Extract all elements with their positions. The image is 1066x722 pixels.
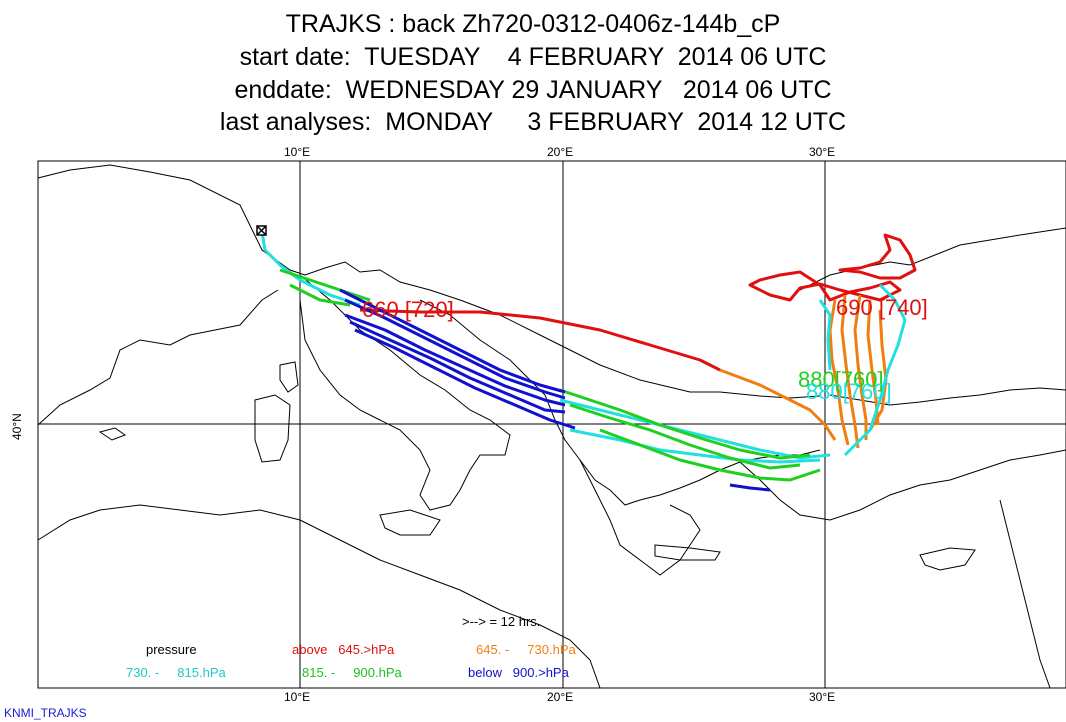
bottom-tick-30e: 30°E	[809, 690, 836, 704]
coastline-levant	[999, 499, 1051, 689]
map-label-overlap-cyan: 880[760]	[806, 379, 892, 404]
top-tick-30e: 30°E	[809, 145, 836, 159]
trajectories-815-900	[279, 268, 821, 482]
map-label-720: 660 [720]	[362, 297, 454, 322]
top-tick-10e: 10°E	[284, 145, 311, 159]
trajectory-cyan-5	[843, 283, 907, 457]
trajectory-blue-1	[339, 288, 566, 394]
bottom-tick-10e: 10°E	[284, 690, 311, 704]
map-grid	[37, 160, 1066, 689]
trajectory-orange-4	[853, 294, 868, 440]
trajectory-cyan-4	[818, 299, 832, 371]
coastline-crete	[654, 544, 721, 561]
coastline-europe-north	[37, 164, 821, 399]
legend-below: below 900.>hPa	[468, 665, 569, 680]
legend-730-815: 730. - 815.hPa	[126, 665, 226, 680]
coastline-black-sea-south	[829, 387, 1066, 406]
coastline-greece	[579, 459, 701, 576]
trajectory-green-2	[289, 283, 351, 307]
legend-pressure: pressure	[146, 642, 197, 657]
start-point-marker	[256, 225, 267, 236]
trajectory-blue-3	[344, 313, 566, 407]
coastlines	[37, 164, 1066, 689]
coastline-turkey	[739, 449, 1066, 521]
trajectories-below-900	[339, 288, 771, 492]
trajectory-orange-3	[840, 294, 860, 449]
coastline-iberia	[37, 289, 279, 426]
trajectory-blue-6	[729, 483, 771, 492]
title-line-2: start date: TUESDAY 4 FEBRUARY 2014 06 U…	[239, 43, 827, 71]
legend-arrow-note: >--> = 12 hrs.	[462, 614, 541, 629]
legend-815-900: 815. - 900.hPa	[302, 665, 402, 680]
coastline-black-sea	[799, 227, 1066, 291]
footer-credit: KNMI_TRAJKS	[4, 706, 87, 720]
trajectory-blue-2	[344, 298, 566, 400]
left-tick-40n: 40°N	[10, 413, 24, 440]
coastline-balearic	[98, 427, 127, 441]
trajectory-orange-2	[828, 299, 850, 446]
map-label-740: 690 [740]	[836, 295, 928, 320]
trajectory-green-3	[559, 388, 811, 460]
title-line-4: last analyses: MONDAY 3 FEBRUARY 2014 12…	[219, 108, 847, 136]
trajectory-orange-1	[719, 368, 837, 441]
trajectory-cyan-3	[569, 428, 821, 464]
legend-above: above 645.>hPa	[292, 642, 395, 657]
trajectory-red-1	[359, 308, 721, 372]
legend-645-730: 645. - 730.hPa	[476, 642, 576, 657]
bottom-tick-20e: 20°E	[547, 690, 574, 704]
trajectories-730-815	[260, 231, 907, 464]
trajectory-blue-4	[349, 320, 566, 414]
title-line-3: enddate: WEDNESDAY 29 JANUARY 2014 06 UT…	[234, 76, 832, 104]
coastline-cyprus	[919, 547, 976, 571]
trajectory-red-loop-2	[838, 233, 917, 280]
trajectory-blue-5	[354, 328, 576, 430]
trajectory-green-1	[279, 268, 371, 302]
coastline-sicily	[379, 509, 441, 536]
coastline-sardinia	[254, 394, 291, 463]
coastline-balkans	[419, 299, 821, 506]
title-line-1: TRAJKS : back Zh720-0312-0406z-144b_cP	[285, 10, 781, 38]
coastline-north-africa	[37, 504, 601, 689]
trajectory-green-5	[599, 428, 821, 482]
trajectory-green-4	[569, 403, 801, 470]
map-label-overlap-green: 880[760]	[798, 367, 884, 392]
coastline-italy	[299, 273, 511, 511]
top-tick-20e: 20°E	[547, 145, 574, 159]
coastline-corsica	[279, 361, 299, 393]
